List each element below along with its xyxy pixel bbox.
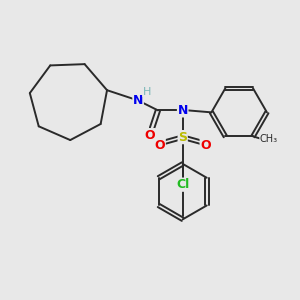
Text: N: N bbox=[133, 94, 143, 107]
Text: O: O bbox=[145, 129, 155, 142]
Text: O: O bbox=[200, 139, 211, 152]
Text: N: N bbox=[178, 104, 188, 117]
Text: O: O bbox=[154, 139, 165, 152]
Text: CH₃: CH₃ bbox=[260, 134, 278, 144]
Text: Cl: Cl bbox=[176, 178, 189, 191]
Text: H: H bbox=[143, 86, 151, 97]
Text: S: S bbox=[178, 130, 187, 144]
